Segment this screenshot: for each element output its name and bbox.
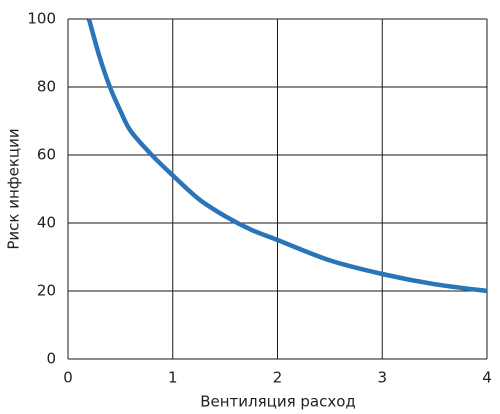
x-axis-label: Вентиляция расход — [200, 393, 356, 411]
x-tick-label: 0 — [63, 369, 73, 387]
x-tick-label: 1 — [168, 369, 178, 387]
line-series — [86, 18, 488, 294]
y-axis-label: Риск инфекции — [5, 128, 23, 249]
y-tick-label: 60 — [37, 146, 56, 164]
y-tick-label: 80 — [37, 78, 56, 96]
x-tick-label: 4 — [482, 369, 492, 387]
y-tick-label: 0 — [46, 350, 56, 368]
x-tick-label: 3 — [377, 369, 387, 387]
y-tick-label: 20 — [37, 282, 56, 300]
y-tick-label: 100 — [27, 10, 56, 28]
x-tick-label: 2 — [273, 369, 283, 387]
y-tick-label: 40 — [37, 214, 56, 232]
